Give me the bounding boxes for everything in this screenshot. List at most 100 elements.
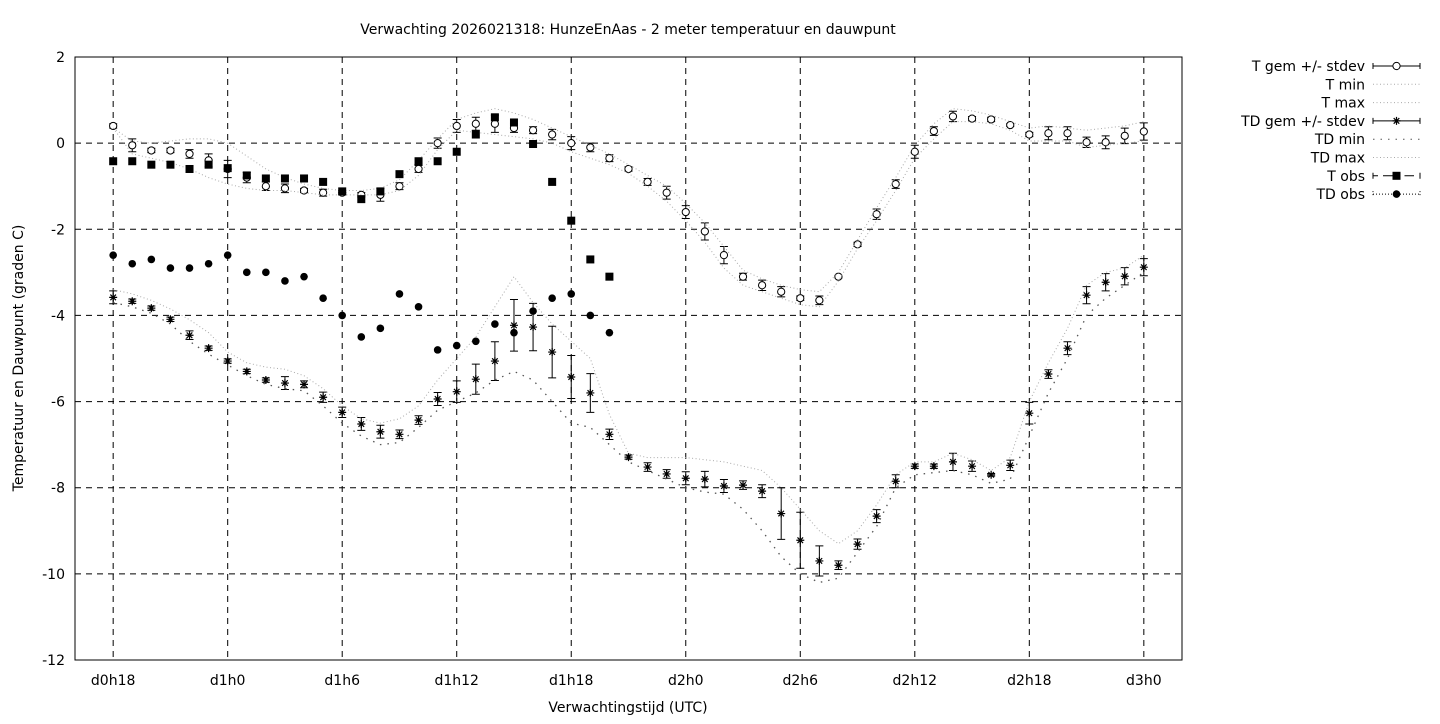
t-gem-stdev-point [738,272,748,281]
td-gem-stdev-point [1082,291,1091,300]
t-gem-stdev-point [662,188,671,197]
t-gem-stdev-point [1082,138,1091,147]
td-gem-stdev-point [490,357,499,366]
t-gem-stdev-point [777,287,786,296]
y-axis-label: Temperatuur en Dauwpunt (graden C) [11,225,27,493]
td-gem-stdev-point [300,380,309,389]
t-gem-stdev-point [586,143,595,152]
td-gem-stdev-point [109,293,118,302]
td-obs-point [204,259,213,268]
td-obs-point [548,294,556,303]
td-obs-point [338,311,347,320]
td-obs-point [357,333,366,341]
td-gem-stdev-point [204,344,213,353]
td-gem-stdev-point [471,375,480,384]
td-obs-point [414,303,423,311]
td-gem-stdev-point [185,331,194,340]
td-obs-point [109,251,117,259]
x-axis-label: Verwachtingstijd (UTC) [548,700,707,716]
t-obs-point [471,130,480,139]
td-gem-stdev-point [166,315,175,324]
td-gem-stdev-point [1120,272,1129,281]
t-obs-point [166,160,175,169]
data-marks [109,108,1148,584]
td-gem-stdev-point [891,477,900,486]
td-gem-stdev-point [280,379,289,388]
t-gem-stdev-point [1006,120,1015,130]
td-gem-stdev-point [662,469,671,478]
x-tick-label: d1h6 [324,673,360,689]
td-obs-point [433,346,442,354]
td-gem-stdev-point [567,373,576,382]
legend-marker-td-gem-stdev [1392,116,1401,125]
t-obs-point [185,164,194,173]
t-gem-stdev-point [395,182,404,191]
axis-ticks: d0h18 d1h0 d1h6 d1h12 d1h18 d2h0 d2h6 d2h12 d2h1… [42,50,1161,689]
td-gem-stdev-point [758,487,767,496]
td-gem-stdev-point [338,408,347,417]
td-gem-stdev-point [834,561,843,570]
chart-title: Verwachting 2026021318: HunzeEnAas - 2 m… [360,22,896,38]
t-gem-stdev-point [433,139,442,148]
t-obs-point [280,174,289,183]
t-obs-point [128,157,137,166]
legend-label: TD min [1314,132,1365,148]
t-gem-stdev-point [471,119,480,128]
t-obs-point [376,187,385,196]
td-gem-stdev-point [1006,461,1015,470]
td-obs-point [147,255,156,264]
t-obs-point [567,216,576,225]
t-gem-stdev-point [1044,129,1053,138]
td-obs-point [567,290,576,298]
t-obs-point [338,187,347,196]
t-gem-stdev-point [758,281,767,290]
td-gem-stdev-point [605,430,614,439]
td-gem-stdev-point [414,416,423,425]
legend-sample-t-obs [1372,172,1421,179]
td-obs-point [491,320,499,328]
td-obs-point [319,294,327,303]
y-tick-label: -6 [51,395,65,411]
t-gem-stdev-point [643,177,652,187]
x-tick-label: d2h12 [893,673,937,689]
td-gem-stdev-point [223,357,232,366]
y-tick-label: -8 [51,481,65,497]
t-obs-point [529,140,538,149]
y-tick-label: 0 [56,136,65,152]
t-gem-stdev-point [166,146,175,155]
t-obs-point [319,177,328,186]
td-gem-stdev-point [452,387,461,396]
t-gem-stdev-point [261,182,270,191]
t-gem-stdev-point [853,240,862,249]
td-gem-stdev-point [1101,278,1110,287]
x-tick-label: d1h0 [210,673,246,689]
t-gem-stdev-point [319,188,328,197]
td-max-line [113,254,1145,545]
td-gem-stdev-point [357,419,366,428]
td-gem-stdev-point [395,430,404,439]
td-gem-stdev-point [319,393,328,402]
y-tick-label: -12 [42,653,65,669]
td-gem-stdev-point [853,540,862,549]
td-obs-point [262,268,270,277]
x-tick-label: d1h18 [549,673,593,689]
t-obs-point [414,157,423,166]
t-obs-point [433,157,442,166]
td-gem-stdev-point [147,304,156,313]
td-obs-point [300,272,308,281]
t-gem-stdev-point [299,186,309,195]
t-gem-stdev-point [891,179,900,189]
t-obs-point [261,174,270,183]
x-tick-label: d2h0 [668,673,704,689]
t-gem-stdev-point [1120,131,1129,140]
y-tick-label: -4 [51,308,65,324]
td-obs-point [242,268,251,277]
t-min-line [112,121,1144,308]
legend-marker-td-obs [1392,190,1401,198]
plot-frame [74,56,1183,661]
legend-label: T min [1325,77,1365,93]
t-max-line [112,108,1144,293]
td-obs-point [605,328,614,337]
td-obs-point [510,328,518,337]
